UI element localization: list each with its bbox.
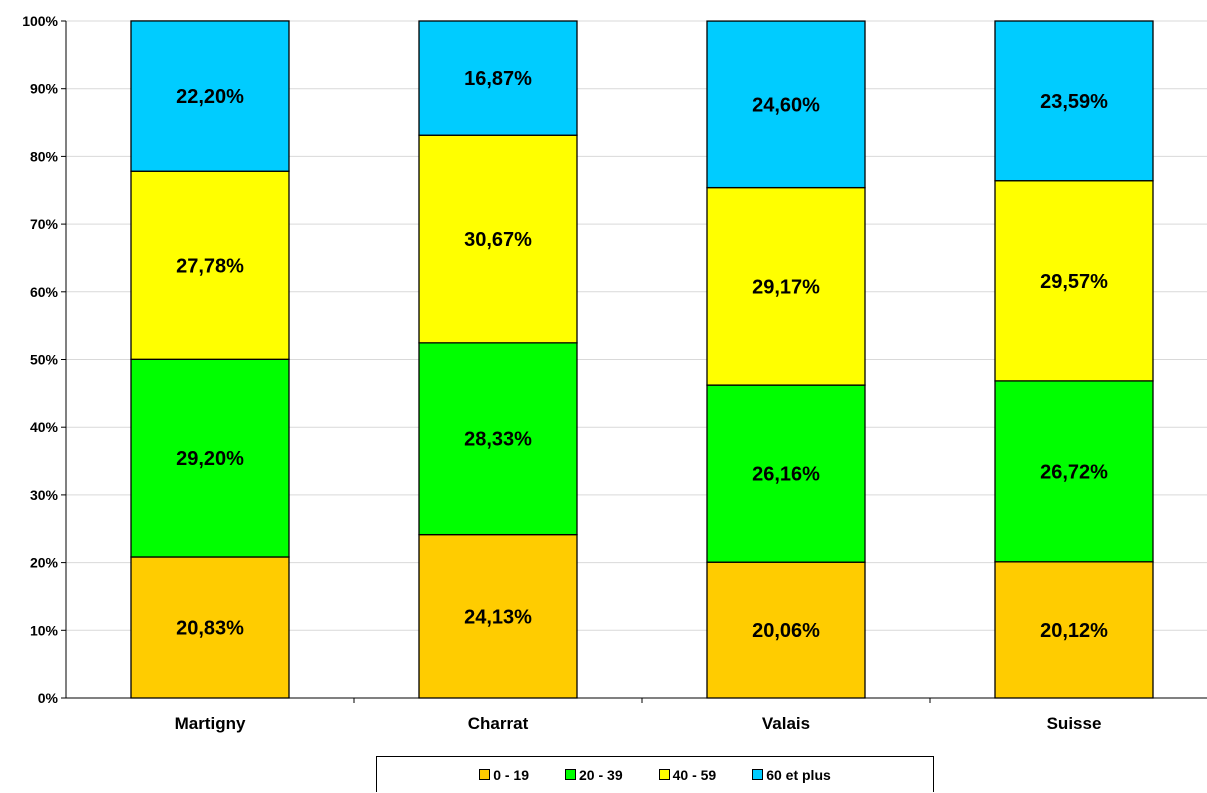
legend-label: 0 - 19 xyxy=(493,766,530,783)
y-tick-label: 80% xyxy=(30,148,59,164)
data-label: 20,83% xyxy=(176,617,244,639)
y-tick-label: 70% xyxy=(30,216,59,232)
data-label: 29,57% xyxy=(1040,271,1108,293)
y-tick-label: 60% xyxy=(30,284,59,300)
y-tick-label: 40% xyxy=(30,419,59,435)
bar-segment xyxy=(994,561,1154,699)
legend-item: 40 - 59 xyxy=(658,766,717,783)
x-tick-label: Martigny xyxy=(175,714,246,733)
legend-swatch xyxy=(752,769,764,780)
data-label: 24,13% xyxy=(464,606,532,628)
y-tick-label: 20% xyxy=(30,555,59,571)
y-tick-label: 0% xyxy=(38,690,59,706)
y-tick-label: 90% xyxy=(30,81,59,97)
bar-segment xyxy=(706,384,866,563)
legend-swatch xyxy=(565,769,577,780)
legend-item: 0 - 19 xyxy=(479,767,529,783)
bar-segment xyxy=(418,134,578,344)
data-label: 26,72% xyxy=(1040,461,1108,483)
data-label: 24,60% xyxy=(752,94,820,116)
legend-label: 40 - 59 xyxy=(672,766,717,783)
bar-segment xyxy=(130,358,290,558)
x-tick-label: Valais xyxy=(762,714,810,733)
legend: 0 - 19 20 - 39 40 - 59 60 et plus xyxy=(376,756,934,792)
legend-label: 60 et plus xyxy=(766,766,831,783)
bar-segment xyxy=(130,170,290,360)
legend-swatch xyxy=(658,769,670,780)
bar-segment xyxy=(418,20,578,136)
data-label: 28,33% xyxy=(464,429,532,451)
bar-segment xyxy=(706,186,866,386)
legend-label: 20 - 39 xyxy=(579,766,623,783)
x-tick-label: Suisse xyxy=(1047,714,1102,733)
data-label: 22,20% xyxy=(176,86,244,108)
x-axis-ticks: Martigny Charrat Valais Suisse xyxy=(175,698,1102,733)
legend-item: 20 - 39 xyxy=(565,767,623,783)
y-tick-label: 50% xyxy=(30,352,59,368)
data-label: 30,67% xyxy=(464,229,532,251)
bar-segment xyxy=(706,561,866,699)
bar-segment xyxy=(418,342,578,536)
legend-item: 60 et plus xyxy=(752,767,831,783)
data-label: 16,87% xyxy=(464,68,532,90)
y-axis-ticks: 0% 10% 20% 30% 40% 50% 60% 70% 80% 90% 100% xyxy=(22,13,66,706)
data-labels: 20,83% 29,20% 27,78% 22,20% 24,13% 28,33% 30,6… xyxy=(176,68,1108,642)
y-tick-label: 100% xyxy=(22,13,58,29)
bars xyxy=(130,20,1154,699)
data-label: 29,20% xyxy=(176,448,244,470)
y-tick-label: 30% xyxy=(30,487,59,503)
x-tick-label: Charrat xyxy=(468,714,529,733)
bar-segment xyxy=(994,20,1154,182)
data-label: 20,12% xyxy=(1040,620,1108,642)
data-label: 26,16% xyxy=(752,464,820,486)
bar-segment xyxy=(130,20,290,172)
bar-segment xyxy=(706,20,866,189)
data-label: 20,06% xyxy=(752,620,820,642)
y-tick-label: 10% xyxy=(30,622,59,638)
bar-segment xyxy=(418,533,578,699)
data-label: 29,17% xyxy=(752,276,820,298)
data-label: 23,59% xyxy=(1040,91,1108,113)
data-label: 27,78% xyxy=(176,255,244,277)
legend-swatch xyxy=(479,769,491,780)
